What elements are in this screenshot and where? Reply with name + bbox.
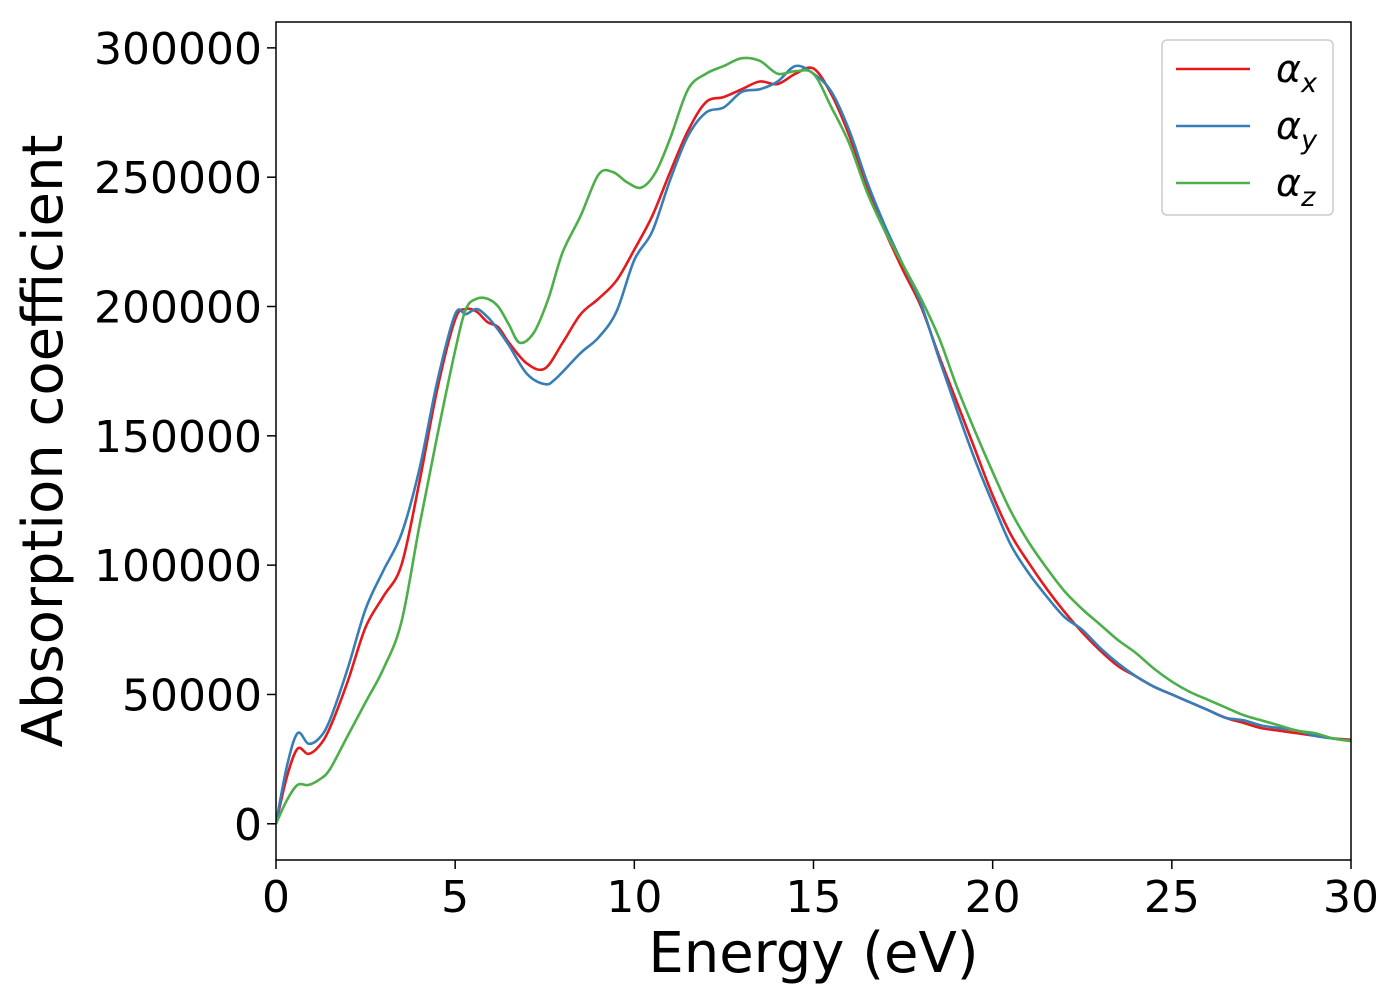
x-tick-label: 0 bbox=[262, 872, 290, 923]
legend-label-subscript: z bbox=[1300, 182, 1316, 213]
x-tick-label: 5 bbox=[441, 872, 469, 923]
legend-label-z: αz bbox=[1276, 161, 1316, 213]
x-tick-label: 10 bbox=[606, 872, 662, 923]
legend-label-subscript: y bbox=[1300, 125, 1318, 156]
legend-label-base: α bbox=[1276, 47, 1301, 91]
series-line-y bbox=[276, 64, 1351, 825]
x-tick-label: 20 bbox=[965, 872, 1021, 923]
y-tick-label: 0 bbox=[234, 800, 262, 851]
y-axis: 0 50000 100000 150000 200000 250000 300000 bbox=[94, 24, 276, 851]
x-axis-label: Energy (eV) bbox=[648, 921, 978, 986]
legend-label-x: αx bbox=[1276, 47, 1318, 99]
y-tick-label: 100000 bbox=[94, 541, 262, 592]
legend-label-base: α bbox=[1276, 161, 1301, 205]
legend-box bbox=[1161, 39, 1334, 216]
y-tick-label: 150000 bbox=[94, 412, 262, 463]
x-axis: 0 5 10 15 20 25 30 bbox=[262, 860, 1379, 923]
x-tick-label: 25 bbox=[1144, 872, 1200, 923]
y-tick-label: 50000 bbox=[122, 670, 262, 721]
x-tick-label: 15 bbox=[786, 872, 842, 923]
y-axis-label: Absorption coefficient bbox=[11, 135, 76, 748]
x-tick-label: 30 bbox=[1323, 872, 1379, 923]
y-tick-label: 250000 bbox=[94, 153, 262, 204]
y-tick-label: 300000 bbox=[94, 24, 262, 75]
y-tick-label: 200000 bbox=[94, 283, 262, 334]
legend-label-subscript: x bbox=[1300, 68, 1318, 99]
legend-label-base: α bbox=[1276, 104, 1301, 148]
legend-label-y: αy bbox=[1276, 104, 1318, 156]
plot-lines bbox=[276, 56, 1351, 825]
series-line-z bbox=[276, 56, 1351, 825]
